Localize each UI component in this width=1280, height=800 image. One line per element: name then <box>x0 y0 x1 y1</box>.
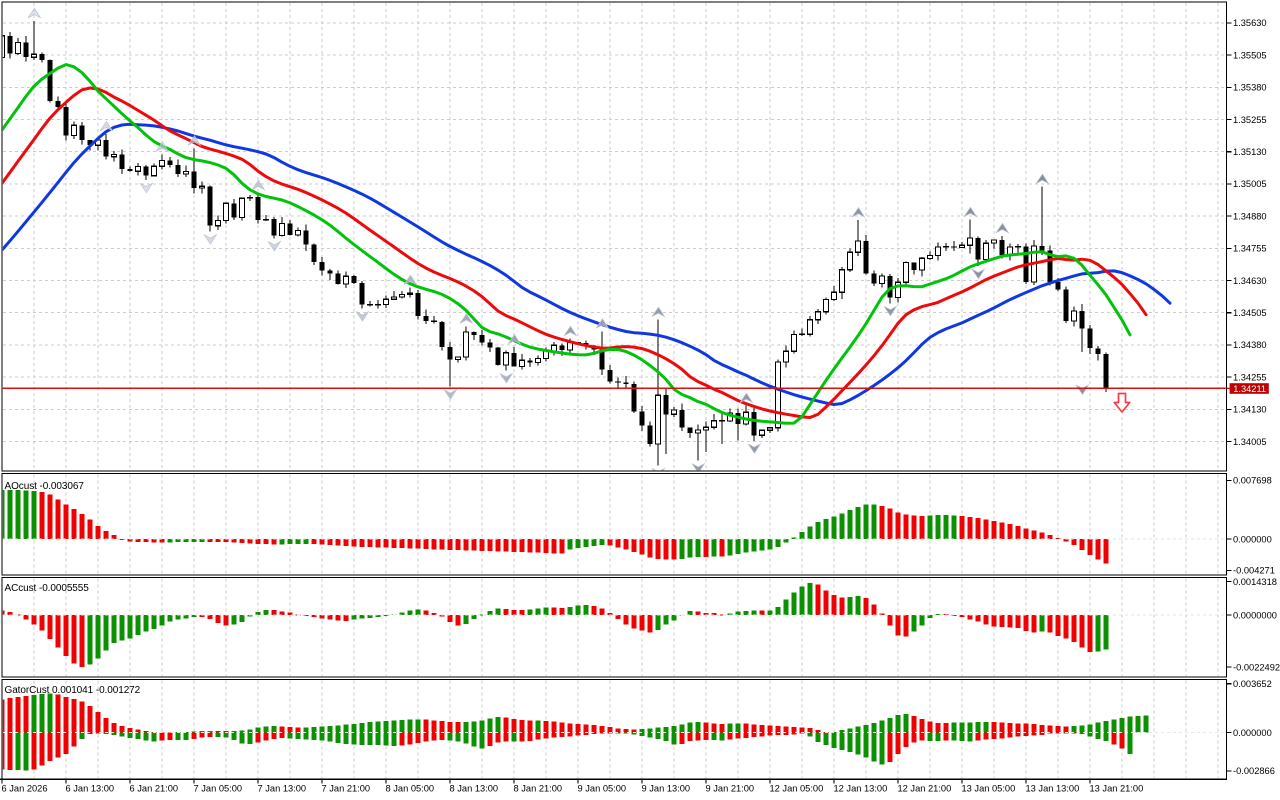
svg-text:7 Jan 21:00: 7 Jan 21:00 <box>322 784 371 794</box>
svg-text:6 Jan 2026: 6 Jan 2026 <box>2 784 48 794</box>
svg-text:9 Jan 13:00: 9 Jan 13:00 <box>642 784 691 794</box>
svg-text:0.000000: 0.000000 <box>1233 534 1272 544</box>
svg-text:1.35630: 1.35630 <box>1233 18 1267 28</box>
svg-text:8 Jan 13:00: 8 Jan 13:00 <box>450 784 499 794</box>
svg-text:1.34630: 1.34630 <box>1233 276 1267 286</box>
svg-text:1.35255: 1.35255 <box>1233 115 1267 125</box>
svg-text:-0.004271: -0.004271 <box>1233 566 1275 576</box>
svg-text:1.34880: 1.34880 <box>1233 211 1267 221</box>
svg-text:-0.0022492: -0.0022492 <box>1233 662 1280 672</box>
svg-text:1.34005: 1.34005 <box>1233 437 1267 447</box>
svg-text:-0.002866: -0.002866 <box>1233 766 1275 776</box>
svg-text:1.34380: 1.34380 <box>1233 340 1267 350</box>
svg-text:12 Jan 21:00: 12 Jan 21:00 <box>898 784 952 794</box>
svg-text:8 Jan 05:00: 8 Jan 05:00 <box>386 784 435 794</box>
svg-text:ACcust -0.0005555: ACcust -0.0005555 <box>5 583 90 594</box>
svg-text:6 Jan 21:00: 6 Jan 21:00 <box>130 784 179 794</box>
svg-text:1.34755: 1.34755 <box>1233 244 1267 254</box>
svg-text:1.34211: 1.34211 <box>1233 384 1266 394</box>
svg-text:6 Jan 13:00: 6 Jan 13:00 <box>66 784 115 794</box>
svg-text:1.34130: 1.34130 <box>1233 405 1267 415</box>
svg-text:12 Jan 05:00: 12 Jan 05:00 <box>770 784 824 794</box>
svg-text:1.35130: 1.35130 <box>1233 147 1267 157</box>
svg-text:0.003652: 0.003652 <box>1233 679 1272 689</box>
svg-text:0.000000: 0.000000 <box>1233 728 1272 738</box>
svg-text:13 Jan 13:00: 13 Jan 13:00 <box>1026 784 1080 794</box>
svg-text:7 Jan 13:00: 7 Jan 13:00 <box>258 784 307 794</box>
svg-text:1.34255: 1.34255 <box>1233 372 1267 382</box>
svg-text:1.35505: 1.35505 <box>1233 50 1267 60</box>
svg-text:AOcust -0.003067: AOcust -0.003067 <box>5 481 85 492</box>
svg-text:8 Jan 21:00: 8 Jan 21:00 <box>514 784 563 794</box>
svg-text:1.35005: 1.35005 <box>1233 179 1267 189</box>
svg-text:1.34505: 1.34505 <box>1233 308 1267 318</box>
svg-text:1.35380: 1.35380 <box>1233 83 1267 93</box>
svg-text:0.0000000: 0.0000000 <box>1233 610 1277 620</box>
svg-text:7 Jan 05:00: 7 Jan 05:00 <box>194 784 243 794</box>
svg-text:9 Jan 21:00: 9 Jan 21:00 <box>706 784 755 794</box>
svg-text:13 Jan 21:00: 13 Jan 21:00 <box>1090 784 1144 794</box>
svg-text:GatorCust 0.001041 -0.001272: GatorCust 0.001041 -0.001272 <box>5 685 141 696</box>
svg-text:0.0014318: 0.0014318 <box>1233 577 1277 587</box>
svg-text:12 Jan 13:00: 12 Jan 13:00 <box>834 784 888 794</box>
svg-text:0.007698: 0.007698 <box>1233 476 1272 486</box>
svg-text:9 Jan 05:00: 9 Jan 05:00 <box>578 784 627 794</box>
svg-text:13 Jan 05:00: 13 Jan 05:00 <box>962 784 1016 794</box>
